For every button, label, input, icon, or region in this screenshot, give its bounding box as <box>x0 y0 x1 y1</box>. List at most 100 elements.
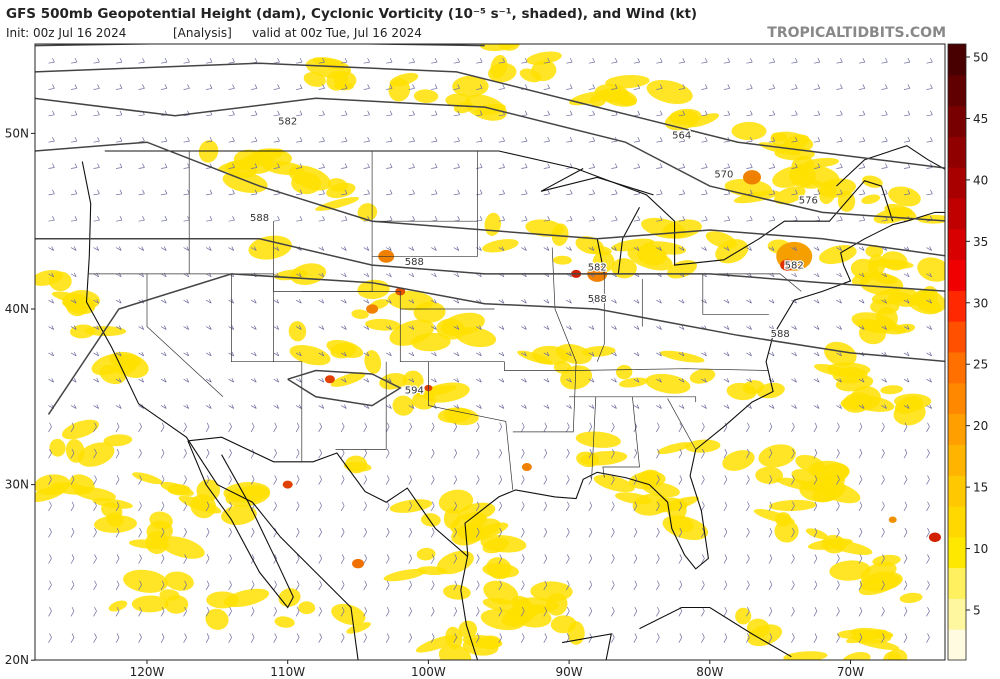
wind-barb <box>678 136 686 143</box>
wind-barb <box>836 325 842 330</box>
wind-barb <box>858 84 866 90</box>
vorticity-shade <box>801 165 840 187</box>
wind-barb <box>836 272 842 278</box>
height-contour <box>287 369 402 407</box>
vorticity-shade <box>812 481 846 503</box>
wind-barb <box>251 216 258 222</box>
wind-barb <box>813 110 821 117</box>
wind-barb <box>408 527 413 538</box>
wind-barb <box>228 606 232 617</box>
wind-barb <box>93 404 100 409</box>
wind-barb <box>768 299 775 304</box>
wind-barb <box>161 216 168 222</box>
wind-barb <box>881 404 887 409</box>
contour-label: 576 <box>799 196 818 207</box>
wind-barb <box>746 246 752 251</box>
wind-barb <box>318 136 325 143</box>
wind-barb <box>656 325 662 330</box>
wind-barb <box>228 84 235 90</box>
wind-barb <box>205 325 212 330</box>
wind-barb <box>318 163 325 169</box>
wind-barb <box>656 404 662 409</box>
wind-barb <box>476 57 483 64</box>
vorticity-shade <box>480 609 525 631</box>
wind-barb <box>813 475 818 485</box>
wind-barb <box>386 299 392 304</box>
wind-barb <box>903 475 908 485</box>
wind-barb <box>701 554 705 564</box>
wind-barb <box>521 136 528 143</box>
vorticity-shade <box>392 395 414 416</box>
wind-barb <box>903 189 911 196</box>
wind-barb <box>453 606 458 617</box>
wind-barb <box>701 216 708 222</box>
wind-barb <box>791 110 798 117</box>
wind-barb <box>521 189 528 196</box>
wind-barb <box>858 580 863 591</box>
wind-barb <box>295 633 300 643</box>
wind-barb <box>160 246 167 251</box>
wind-barb <box>453 554 458 564</box>
wind-barb <box>836 378 842 383</box>
vorticity-shade <box>387 290 435 311</box>
wind-barb <box>881 448 885 459</box>
vorticity-shade <box>605 74 650 89</box>
wind-barb <box>701 84 708 90</box>
wind-barb <box>543 422 548 433</box>
wind-barb <box>341 84 348 90</box>
colorbar-segment <box>948 475 966 507</box>
wind-barb <box>656 299 662 304</box>
wind-barb <box>48 216 55 222</box>
wind-barb <box>453 422 458 433</box>
wind-barb <box>228 527 232 538</box>
wind-barb <box>228 378 235 383</box>
colorbar-segment <box>948 598 966 630</box>
wind-barb <box>318 299 325 304</box>
wind-barb <box>48 378 55 383</box>
wind-barb <box>858 475 863 485</box>
wind-barb <box>881 633 885 643</box>
wind-barb <box>205 246 212 251</box>
wind-barb <box>813 272 820 278</box>
wind-barb <box>813 633 818 643</box>
wind-barb <box>205 580 210 591</box>
wind-barb <box>408 351 415 357</box>
wind-barb <box>250 580 255 591</box>
wind-barb <box>273 633 277 643</box>
wind-barb <box>385 501 390 512</box>
vorticity-shade <box>443 407 479 426</box>
wind-barb <box>115 325 122 330</box>
wind-barb <box>115 554 120 564</box>
wind-barb <box>791 246 797 251</box>
wind-barb <box>296 216 303 222</box>
wind-barb <box>858 422 863 433</box>
vorticity-shade <box>159 589 180 601</box>
height-contour <box>35 62 945 169</box>
lon-label: 120W <box>130 665 165 679</box>
wind-barb <box>431 110 438 117</box>
coastline <box>540 168 654 196</box>
wind-barb <box>926 475 930 485</box>
wind-barb <box>453 325 460 330</box>
wind-barb <box>565 475 570 485</box>
contour-label: 582 <box>785 261 804 272</box>
wind-barb <box>160 527 165 538</box>
wind-barb <box>611 554 615 564</box>
wind-barb <box>926 351 932 357</box>
wind-barb <box>543 606 548 617</box>
vorticity-shade <box>589 94 607 107</box>
wind-barb <box>93 246 100 251</box>
wind-barb <box>633 163 641 169</box>
wind-barb <box>70 136 78 143</box>
wind-barb <box>701 351 707 357</box>
lat-label: 20N <box>5 653 29 667</box>
wind-barb <box>408 501 413 512</box>
wind-barb <box>858 246 865 251</box>
wind-barb <box>431 299 437 304</box>
wind-barb <box>813 351 820 357</box>
vorticity-shade <box>35 474 71 496</box>
wind-barb <box>858 325 865 330</box>
wind-barb <box>723 57 731 64</box>
contour-label: 570 <box>714 169 733 180</box>
wind-barb <box>836 84 843 90</box>
